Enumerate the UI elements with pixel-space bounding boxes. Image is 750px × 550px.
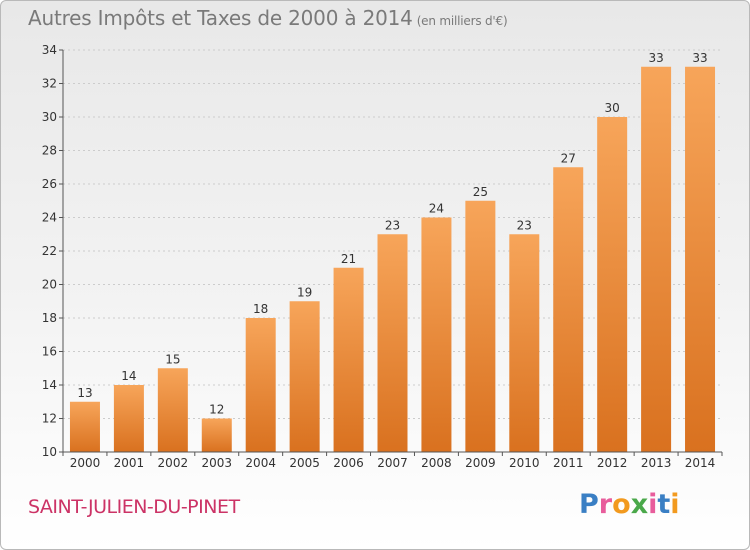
bar: [245, 318, 276, 452]
y-tick-label: 30: [42, 110, 57, 124]
x-tick-label: 2000: [70, 456, 101, 470]
y-tick-label: 14: [42, 378, 57, 392]
y-tick-label: 16: [42, 345, 57, 359]
x-tick-label: 2014: [685, 456, 716, 470]
data-label: 19: [297, 285, 312, 299]
y-tick-label: 18: [42, 311, 57, 325]
x-tick-label: 2008: [421, 456, 452, 470]
title-text: Autres Impôts et Taxes de 2000 à 2014: [28, 6, 413, 30]
bar: [113, 385, 144, 452]
bar: [597, 117, 628, 452]
x-tick-label: 2009: [465, 456, 496, 470]
data-label: 12: [209, 403, 224, 417]
bar: [685, 66, 716, 452]
y-tick-label: 20: [42, 278, 57, 292]
bar: [201, 418, 232, 452]
logo-letter: i: [670, 489, 680, 520]
data-label: 23: [517, 218, 532, 232]
bar: [377, 234, 408, 452]
logo-letter: t: [657, 489, 671, 520]
data-label: 33: [648, 51, 663, 65]
logo-letter: P: [579, 489, 599, 520]
data-label: 13: [77, 386, 92, 400]
bar: [641, 66, 672, 452]
x-tick-label: 2001: [114, 456, 145, 470]
logo-letter: o: [612, 489, 631, 520]
logo-letter: x: [630, 489, 649, 520]
data-label: 21: [341, 252, 356, 266]
y-tick-label: 24: [42, 211, 57, 225]
x-tick-label: 2013: [641, 456, 672, 470]
commune-name: SAINT-JULIEN-DU-PINET: [28, 496, 240, 518]
bar: [421, 217, 452, 452]
y-tick-label: 32: [42, 77, 57, 91]
data-label: 15: [165, 352, 180, 366]
data-label: 14: [121, 369, 136, 383]
y-tick-label: 34: [42, 43, 57, 57]
x-tick-label: 2005: [289, 456, 320, 470]
bar: [509, 234, 540, 452]
y-tick-label: 22: [42, 244, 57, 258]
x-tick-label: 2011: [553, 456, 584, 470]
bar: [465, 200, 496, 452]
bar: [157, 368, 188, 452]
y-tick-label: 12: [42, 412, 57, 426]
data-label: 33: [692, 51, 707, 65]
logo-letter: r: [598, 489, 613, 520]
chart-title: Autres Impôts et Taxes de 2000 à 2014 (en…: [28, 6, 508, 30]
data-label: 30: [605, 101, 620, 115]
bar: [69, 401, 100, 452]
bar: [333, 267, 364, 452]
bar: [289, 301, 320, 452]
x-tick-label: 2010: [509, 456, 540, 470]
data-label: 23: [385, 218, 400, 232]
x-tick-label: 2003: [201, 456, 232, 470]
data-label: 27: [561, 151, 576, 165]
x-tick-label: 2007: [377, 456, 408, 470]
logo-letter: i: [648, 489, 658, 520]
data-label: 24: [429, 202, 444, 216]
x-tick-label: 2004: [245, 456, 276, 470]
x-tick-label: 2006: [333, 456, 364, 470]
data-label: 25: [473, 185, 488, 199]
proxiti-logo: Proxiti: [579, 489, 680, 520]
x-tick-label: 2012: [597, 456, 628, 470]
y-tick-label: 10: [42, 445, 57, 459]
chart-subtitle: (en milliers d'€): [416, 14, 508, 28]
y-tick-label: 26: [42, 177, 57, 191]
bar: [553, 167, 584, 452]
x-tick-label: 2002: [158, 456, 189, 470]
data-label: 18: [253, 302, 268, 316]
y-tick-label: 28: [42, 144, 57, 158]
